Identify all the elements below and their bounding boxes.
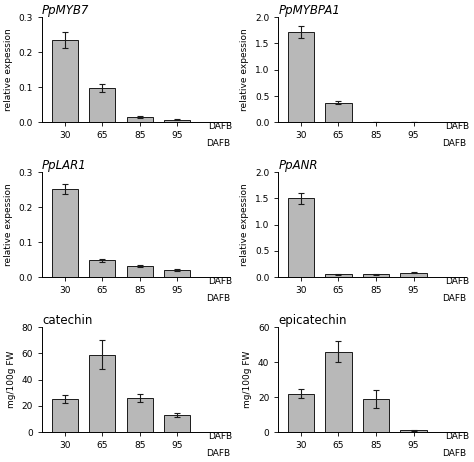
Bar [325,352,352,432]
Bar [127,266,153,277]
Text: PpMYBPA1: PpMYBPA1 [278,4,340,17]
Bar [127,117,153,122]
Bar [52,399,78,432]
Bar [325,103,352,122]
Y-axis label: relative expession: relative expession [240,28,249,111]
Text: DAFB: DAFB [206,449,230,458]
Bar [127,398,153,432]
Bar [288,198,314,277]
Bar [164,270,191,277]
Text: DAFB: DAFB [209,432,232,441]
Bar [89,261,115,277]
Text: DAFB: DAFB [206,139,230,148]
Bar [401,273,427,277]
Text: DAFB: DAFB [445,122,469,131]
Text: DAFB: DAFB [442,139,466,148]
Bar [89,355,115,432]
Bar [89,88,115,122]
Bar [164,120,191,122]
Bar [363,399,389,432]
Text: catechin: catechin [42,314,92,327]
Text: DAFB: DAFB [209,122,232,131]
Bar [401,431,427,432]
Text: PpMYB7: PpMYB7 [42,4,90,17]
Text: PpLAR1: PpLAR1 [42,159,87,172]
Bar [52,40,78,122]
Bar [52,189,78,277]
Bar [325,274,352,277]
Text: DAFB: DAFB [442,294,466,303]
Text: DAFB: DAFB [445,277,469,286]
Y-axis label: relative expession: relative expession [4,28,13,111]
Text: epicatechin: epicatechin [278,314,347,327]
Y-axis label: relative expession: relative expession [240,183,249,266]
Y-axis label: mg/100g FW: mg/100g FW [243,351,252,408]
Text: DAFB: DAFB [445,432,469,441]
Text: PpANR: PpANR [278,159,318,172]
Text: DAFB: DAFB [442,449,466,458]
Text: DAFB: DAFB [206,294,230,303]
Text: DAFB: DAFB [209,277,232,286]
Bar [288,394,314,432]
Bar [288,32,314,122]
Y-axis label: mg/100g FW: mg/100g FW [7,351,16,408]
Bar [164,415,191,432]
Y-axis label: relative expession: relative expession [4,183,13,266]
Bar [363,274,389,277]
